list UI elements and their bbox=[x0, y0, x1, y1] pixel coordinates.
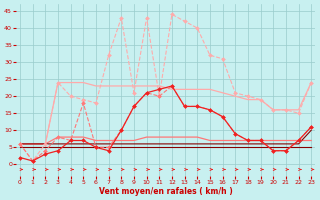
X-axis label: Vent moyen/en rafales ( km/h ): Vent moyen/en rafales ( km/h ) bbox=[99, 187, 232, 196]
